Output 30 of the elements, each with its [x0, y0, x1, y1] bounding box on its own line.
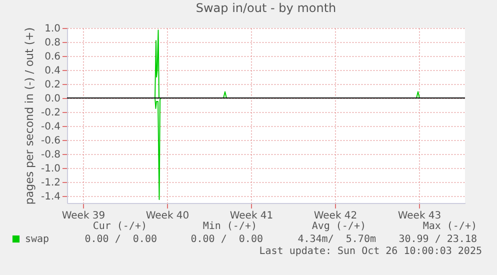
- legend-label: swap: [25, 234, 50, 245]
- y-tick-label: -1.4: [40, 192, 60, 202]
- x-tick-label: Week 41: [230, 210, 274, 222]
- text: Avg (-/+): [312, 221, 366, 233]
- chart-title: Swap in/out - by month: [196, 1, 336, 15]
- y-tick-label: 0.4: [44, 66, 60, 76]
- text: 4.34m/ 5.70m: [298, 234, 376, 246]
- y-tick-label: 0.8: [44, 38, 60, 48]
- y-tick-label: -0.8: [40, 150, 60, 160]
- x-tick-label: Week 43: [398, 210, 442, 222]
- text: Last update: Sun Oct 26 10:00:03 2025: [259, 246, 482, 258]
- text: Min (-/+): [202, 221, 257, 233]
- y-tick-label: -1.2: [40, 178, 60, 188]
- text: 0.00 / 0.00: [84, 234, 157, 246]
- text: 0.00 / 0.00: [190, 234, 263, 246]
- y-tick-label: 0.6: [44, 52, 60, 62]
- x-tick-label: Week 39: [62, 210, 106, 222]
- y-tick-label: -0.2: [40, 108, 60, 118]
- y-axis-title: pages per second in (-) / out (+): [22, 27, 36, 205]
- x-tick-label: Week 40: [146, 210, 190, 222]
- y-tick-label: -0.6: [40, 136, 60, 146]
- y-tick-label: -0.4: [40, 122, 60, 132]
- y-tick-label: 0.2: [44, 80, 60, 90]
- text: 30.99 / 23.18: [398, 234, 477, 246]
- x-tick-label: Week 42: [314, 210, 358, 222]
- text: Cur (-/+): [92, 221, 147, 233]
- text: Max (-/+): [422, 221, 477, 233]
- y-tick-label: 1.0: [44, 24, 60, 34]
- y-tick-label: -1.0: [40, 164, 60, 174]
- y-tick-label: 0.0: [44, 94, 60, 104]
